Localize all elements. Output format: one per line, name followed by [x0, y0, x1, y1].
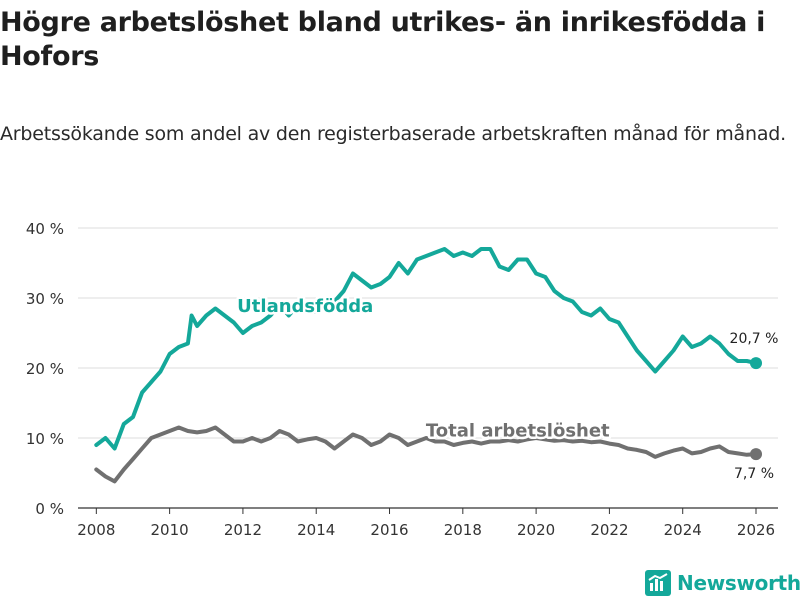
series-line-utlandsfodda: [94, 247, 758, 451]
x-axis: 2008 2010 2012 2014 2016 2018 2020 2022 2024 2026: [77, 508, 775, 539]
series-name-label-total-arbetsloshet: Total arbetslöshet: [426, 421, 610, 442]
x-tick-label: 2022: [590, 521, 628, 539]
y-tick-label: 40 %: [26, 220, 64, 238]
x-tick-label: 2010: [151, 521, 189, 539]
x-tick-label: 2016: [370, 521, 408, 539]
brand-name: Newsworthy: [677, 571, 800, 595]
chart-subtitle: Arbetssökande som andel av den registerb…: [0, 123, 786, 145]
series-labels: 20,7 % 7,7 % Utlandsfödda Total arbetslöshe…: [235, 294, 779, 483]
y-tick-label: 30 %: [26, 290, 64, 308]
y-tick-label: 0 %: [35, 500, 64, 518]
chart-title: Högre arbetslöshet bland utrikes- än inr…: [0, 7, 766, 72]
end-marker-utlandsfodda: [750, 357, 763, 370]
end-value-label-total-arbetsloshet: 7,7 %: [734, 466, 774, 482]
y-axis: 0 % 10 % 20 % 30 % 40 %: [26, 220, 64, 518]
series-lines: [94, 247, 763, 484]
end-marker-total-arbetsloshet: [750, 448, 763, 461]
series-line-total-arbetsloshet: [94, 425, 758, 484]
x-tick-label: 2024: [664, 521, 702, 539]
newsworthy-logo: Newsworthy: [645, 567, 800, 599]
x-tick-label: 2026: [737, 521, 775, 539]
x-tick-label: 2018: [444, 521, 482, 539]
gridlines: [78, 227, 778, 509]
series-name-label-utlandsfodda: Utlandsfödda: [237, 296, 373, 317]
x-tick-label: 2020: [517, 521, 555, 539]
x-tick-label: 2012: [224, 521, 262, 539]
end-value-label-utlandsfodda: 20,7 %: [730, 331, 779, 347]
x-tick-label: 2014: [297, 521, 335, 539]
x-tick-label: 2008: [77, 521, 115, 539]
y-tick-label: 20 %: [26, 360, 64, 378]
y-tick-label: 10 %: [26, 430, 64, 448]
newsworthy-icon: [645, 570, 671, 596]
